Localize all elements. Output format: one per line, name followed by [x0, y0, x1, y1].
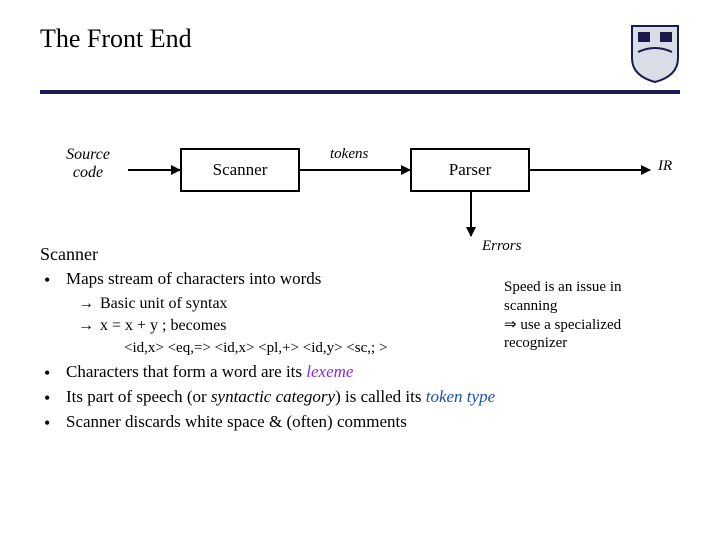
scanner-box: Scanner [180, 148, 300, 192]
side-note: Speed is an issue in scanning use a spec… [504, 278, 674, 353]
arrow-scanner-to-parser [300, 169, 410, 171]
ir-label: IR [658, 158, 672, 175]
page-title: The Front End [40, 24, 630, 62]
errors-label: Errors [482, 236, 521, 256]
crest-icon [630, 24, 680, 84]
source-code-label: Source code [48, 146, 128, 181]
source-label-1: Source [66, 146, 110, 163]
parser-box: Parser [410, 148, 530, 192]
arrow-parser-to-errors [470, 192, 472, 236]
title-underline [40, 90, 680, 94]
header: The Front End [40, 24, 680, 84]
side-speed: Speed is an issue in scanning [504, 278, 674, 316]
pipeline-diagram: Source code Scanner tokens Parser IR [40, 124, 680, 234]
arrow-parser-to-ir [530, 169, 650, 171]
tokens-label: tokens [330, 146, 368, 163]
txt-3c: ) is called its [335, 387, 426, 406]
lexeme-word: lexeme [306, 362, 353, 381]
bullet-list-2: Characters that form a word are its lexe… [40, 361, 680, 434]
txt-3a: Its part of speech (or [66, 387, 211, 406]
arrow-source-to-scanner [128, 169, 180, 171]
tokentype-word: token type [426, 387, 495, 406]
content: Errors Scanner Maps stream of characters… [40, 242, 680, 433]
bullet-lexeme: Characters that form a word are its lexe… [40, 361, 680, 384]
bullet-token-type: Its part of speech (or syntactic categor… [40, 386, 680, 409]
txt-2a: Characters that form a word are its [66, 362, 306, 381]
txt-3b: syntactic category [211, 387, 335, 406]
side-recognizer: use a specialized recognizer [504, 316, 674, 354]
bullet-discards: Scanner discards white space & (often) c… [40, 411, 680, 434]
scanner-subheading: Scanner [40, 242, 680, 266]
source-label-2: code [73, 164, 103, 181]
